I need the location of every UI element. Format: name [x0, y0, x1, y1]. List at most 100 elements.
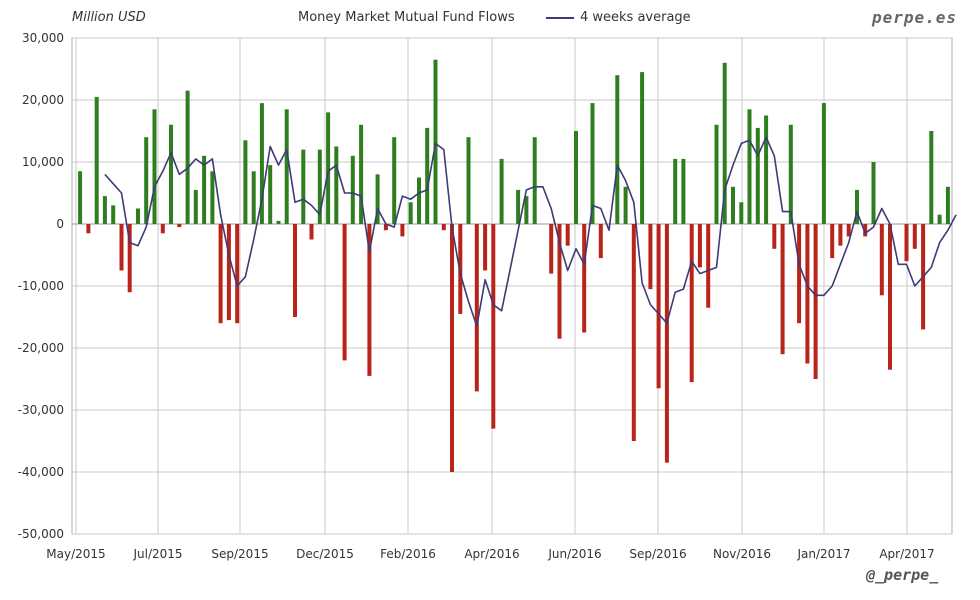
bar: [821, 103, 826, 224]
bar: [912, 224, 917, 249]
bar: [119, 224, 124, 271]
bar: [367, 224, 372, 376]
bar: [235, 224, 240, 324]
bar: [945, 186, 950, 224]
bar: [169, 124, 173, 224]
x-tick-label: Dec/2015: [296, 547, 354, 561]
bar: [780, 224, 785, 355]
y-tick-label: -40,000: [18, 465, 64, 479]
bar: [838, 224, 843, 246]
bar: [731, 186, 735, 224]
bar: [722, 62, 727, 224]
bar: [243, 140, 248, 224]
bar: [863, 224, 868, 237]
bar: [805, 224, 810, 364]
y-tick-label: -10,000: [18, 279, 64, 293]
bar: [656, 224, 661, 389]
bar: [888, 224, 892, 370]
bar: [417, 177, 421, 224]
x-tick-label: Apr/2017: [879, 547, 934, 561]
bar: [871, 162, 876, 224]
bar: [631, 224, 636, 441]
bar: [706, 224, 711, 308]
bar: [623, 186, 628, 224]
x-tick-label: Jan/2017: [796, 547, 850, 561]
bar: [640, 72, 645, 224]
bar: [516, 189, 521, 224]
bar: [218, 224, 223, 324]
bar: [375, 174, 380, 224]
chart-title: Money Market Mutual Fund Flows: [298, 10, 515, 25]
bar: [160, 224, 165, 234]
bar: [152, 109, 157, 224]
bar: [557, 224, 562, 339]
x-tick-label: Jul/2015: [132, 547, 182, 561]
bar: [524, 196, 529, 224]
bar: [590, 103, 595, 224]
bar: [450, 224, 454, 472]
x-tick-label: Nov/2016: [713, 547, 771, 561]
bar: [408, 202, 413, 224]
y-tick-label: -30,000: [18, 403, 64, 417]
bar: [491, 224, 496, 429]
bar: [441, 224, 446, 231]
bar: [532, 137, 537, 224]
bar: [648, 224, 653, 290]
y-tick-label: 30,000: [22, 31, 64, 45]
bar: [582, 224, 587, 333]
bar: [144, 137, 149, 224]
legend-label: 4 weeks average: [580, 10, 691, 25]
bar: [830, 224, 835, 259]
bar: [259, 103, 264, 224]
bar: [664, 224, 669, 463]
bar: [689, 224, 694, 383]
bar: [772, 224, 777, 249]
bar: [301, 149, 306, 224]
bar: [350, 155, 355, 224]
bar: [904, 224, 909, 262]
bar: [293, 224, 297, 317]
bar: [127, 224, 132, 293]
bar: [136, 208, 140, 224]
social-handle: @_perpe_: [866, 566, 939, 584]
bar: [474, 224, 479, 392]
bar: [714, 124, 719, 224]
y-tick-label: 20,000: [22, 93, 64, 107]
y-axis-ticks: 30,000 20,000 10,000 0 -10,000 -20,000 -30,000…: [18, 31, 64, 541]
bar: [251, 171, 256, 224]
bar: [334, 146, 339, 224]
bar: [466, 137, 471, 224]
bar: [342, 224, 347, 361]
bar: [797, 224, 802, 324]
bar: [86, 224, 91, 234]
bar: [697, 224, 702, 268]
x-tick-label: Apr/2016: [464, 547, 519, 561]
x-axis-ticks: May/2015 Jul/2015 Sep/2015 Dec/2015 Feb/2016…: [46, 547, 934, 561]
bar: [615, 75, 620, 224]
y-axis-units: Million USD: [72, 10, 146, 25]
bar: [400, 224, 405, 237]
x-tick-label: Jun/2016: [547, 547, 601, 561]
bar: [202, 155, 207, 224]
y-tick-label: 10,000: [22, 155, 64, 169]
bar: [747, 109, 752, 224]
bar: [226, 224, 231, 321]
legend: 4 weeks average: [546, 10, 691, 25]
bar-series: [78, 59, 950, 472]
bar: [813, 224, 818, 379]
bar: [185, 90, 190, 224]
bar: [268, 165, 273, 224]
x-tick-label: Feb/2016: [380, 547, 436, 561]
bar: [309, 224, 314, 240]
bar: [392, 137, 397, 224]
bar: [433, 59, 438, 225]
bar: [276, 220, 281, 224]
bar: [359, 124, 364, 224]
bar: [788, 124, 793, 224]
bar: [549, 224, 554, 274]
y-tick-label: -20,000: [18, 341, 64, 355]
bar: [284, 109, 289, 224]
bar: [111, 205, 116, 224]
average-line: [104, 136, 957, 328]
